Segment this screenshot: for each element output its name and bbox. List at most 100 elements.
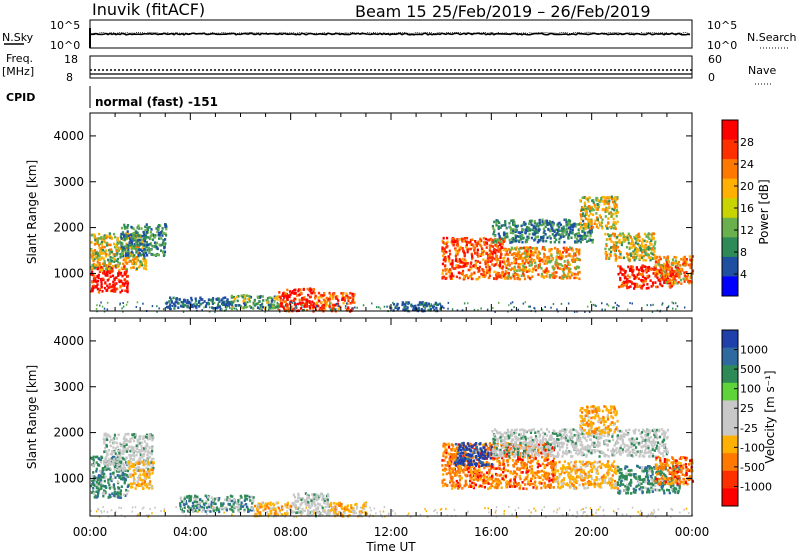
power-cell [495, 255, 498, 258]
power-cell [345, 302, 348, 305]
power-cell [349, 291, 352, 295]
power-cell [646, 274, 649, 278]
power-cell [456, 244, 459, 248]
power-cell [92, 250, 95, 253]
velocity-cell [103, 434, 106, 437]
power-cell [111, 264, 115, 268]
power-cell [120, 266, 123, 270]
velocity-cell [145, 466, 148, 470]
power-cell [93, 243, 96, 246]
power-cell [638, 235, 641, 239]
power-cell [619, 251, 622, 255]
power-cell [353, 301, 356, 304]
power-cell [556, 266, 560, 270]
power-cell [658, 259, 661, 262]
power-cell [269, 307, 272, 310]
power-colorbar-swatch [722, 237, 738, 258]
velocity-cell [340, 505, 343, 509]
power-cell [678, 276, 681, 279]
power-cell [97, 243, 101, 247]
power-cell [472, 264, 475, 268]
power-cell [165, 227, 168, 231]
power-cell [496, 261, 499, 265]
power-cell [270, 296, 273, 300]
power-cell [315, 305, 318, 308]
velocity-cell [142, 469, 145, 472]
power-cell [351, 307, 353, 310]
power-cell [654, 271, 657, 275]
power-cell [581, 230, 584, 234]
velocity-cell [123, 476, 126, 479]
power-cell [509, 241, 512, 244]
velocity-cell [319, 492, 322, 496]
power-cell [659, 282, 662, 286]
power-cell [578, 250, 581, 254]
power-cell [521, 252, 524, 256]
power-cell [587, 207, 590, 211]
power-cell [486, 257, 489, 260]
power-cell [406, 308, 409, 311]
power-cell [505, 264, 508, 267]
power-cell [531, 270, 534, 273]
power-cell [115, 249, 118, 253]
power-cell [297, 288, 300, 291]
power-cell [569, 267, 572, 271]
power-cell [510, 228, 513, 232]
power-cell [324, 301, 327, 305]
noise-search-trace [89, 31, 691, 35]
power-cell [529, 305, 531, 308]
power-cell [158, 234, 161, 237]
power-cell [126, 281, 130, 285]
power-cell [605, 242, 608, 246]
power-cell [425, 304, 428, 308]
power-cell [645, 287, 648, 290]
velocity-cell [92, 480, 95, 483]
power-cell [614, 301, 617, 304]
power-cell [641, 278, 644, 282]
velocity-cell [121, 449, 124, 453]
power-cell [429, 307, 432, 311]
velocity-cell [144, 477, 147, 480]
velocity-cell [128, 467, 131, 471]
power-cell [336, 295, 339, 298]
power-cell [246, 294, 249, 297]
power-cell [563, 273, 566, 277]
power-cell [293, 297, 296, 301]
power-cell [655, 285, 658, 289]
power-cell [488, 244, 491, 247]
power-cell [614, 246, 618, 249]
power-cell [540, 223, 543, 227]
velocity-cell [186, 495, 189, 498]
velocity-cell [145, 443, 148, 447]
power-cell [508, 251, 511, 254]
power-cell [451, 259, 454, 262]
power-cell [636, 253, 639, 257]
power-cell [151, 305, 154, 308]
velocity-cell [152, 461, 155, 465]
power-cell [507, 263, 511, 266]
power-cell [501, 237, 504, 241]
power-cell [567, 248, 570, 251]
power-cell [294, 288, 297, 292]
power-cell [441, 250, 444, 253]
velocity-cell [126, 462, 129, 465]
power-cell [449, 252, 452, 256]
velocity-cell [244, 494, 247, 498]
velocity-cell [123, 441, 126, 444]
power-cell [240, 306, 243, 309]
power-cell [591, 199, 594, 202]
power-cell [235, 307, 237, 310]
power-cell [645, 235, 648, 238]
velocity-cell [92, 464, 95, 467]
velocity-cell [355, 502, 358, 506]
power-cell [140, 249, 143, 253]
power-cell [501, 267, 504, 270]
power-cell [471, 255, 474, 258]
power-cell [492, 249, 495, 252]
power-cell [301, 301, 304, 305]
power-cell [445, 250, 448, 254]
power-cell [595, 208, 598, 211]
velocity-cell [132, 447, 135, 450]
power-cell [120, 253, 123, 257]
velocity-cell [269, 503, 272, 507]
